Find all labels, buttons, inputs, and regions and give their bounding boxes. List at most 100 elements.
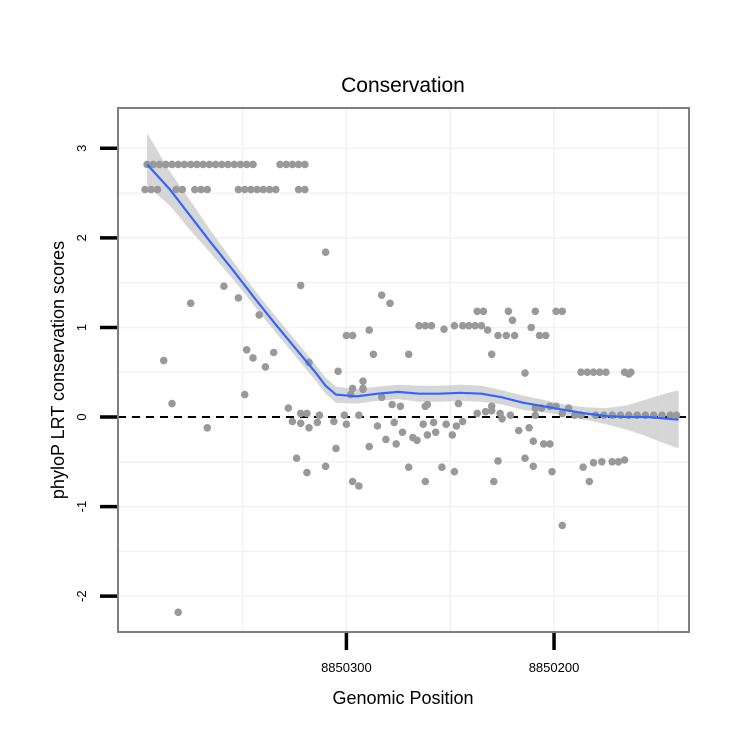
data-point-146 — [419, 420, 428, 429]
data-point-42 — [220, 282, 228, 291]
data-point-140 — [305, 424, 313, 432]
data-point-34 — [253, 185, 261, 194]
data-point-6 — [180, 160, 189, 169]
x-tick-label-8850200: 8850200 — [529, 660, 580, 675]
data-point-28 — [191, 185, 199, 194]
data-point-31 — [234, 185, 243, 194]
data-point-59 — [465, 321, 473, 330]
data-point-84 — [577, 368, 585, 377]
y-tick-label--1: -1 — [74, 501, 89, 513]
data-point-15 — [236, 160, 245, 169]
data-point-74 — [242, 346, 251, 354]
data-point-49 — [479, 307, 488, 316]
data-point-138 — [288, 417, 297, 426]
data-point-26 — [172, 185, 180, 194]
data-point-168 — [292, 454, 301, 463]
data-point-33 — [247, 185, 255, 194]
data-point-182 — [620, 456, 629, 464]
data-point-68 — [510, 331, 519, 340]
data-point-83 — [334, 367, 342, 376]
data-point-63 — [440, 325, 448, 334]
data-point-161 — [423, 431, 432, 439]
data-point-60 — [471, 321, 479, 330]
data-point-24 — [147, 185, 155, 194]
data-point-176 — [548, 467, 556, 476]
data-point-125 — [571, 411, 579, 420]
data-point-164 — [365, 442, 374, 451]
data-point-142 — [330, 417, 338, 426]
data-points — [141, 160, 681, 617]
panel-border — [117, 107, 690, 633]
data-point-158 — [529, 437, 538, 446]
data-point-106 — [168, 399, 176, 408]
data-point-73 — [508, 316, 517, 325]
data-point-40 — [321, 248, 330, 256]
data-point-156 — [203, 424, 212, 432]
data-point-67 — [502, 331, 511, 340]
data-point-3 — [162, 160, 170, 169]
data-point-94 — [348, 384, 357, 393]
data-point-76 — [249, 354, 257, 362]
data-point-123 — [506, 411, 515, 420]
data-point-29 — [197, 185, 205, 194]
data-point-91 — [521, 369, 529, 377]
data-point-22 — [301, 160, 309, 169]
data-point-66 — [494, 331, 502, 340]
data-point-13 — [224, 160, 232, 169]
data-point-181 — [614, 458, 623, 466]
data-point-17 — [249, 160, 257, 169]
data-point-55 — [421, 321, 430, 330]
data-point-136 — [666, 411, 675, 420]
data-point-10 — [205, 160, 214, 169]
data-point-1 — [149, 160, 158, 169]
data-point-137 — [672, 411, 681, 420]
data-point-165 — [332, 444, 340, 453]
data-point-50 — [504, 307, 513, 316]
data-point-186 — [585, 477, 594, 486]
y-axis-title: phyloP LRT conservation scores — [48, 241, 68, 499]
data-point-163 — [392, 440, 401, 448]
data-point-116 — [303, 409, 311, 418]
y-tick-label-3: 3 — [74, 145, 89, 152]
data-point-52 — [558, 307, 567, 316]
data-point-7 — [186, 160, 195, 169]
data-point-174 — [521, 454, 529, 463]
data-point-18 — [276, 160, 284, 169]
data-point-32 — [240, 185, 249, 194]
data-point-27 — [178, 185, 187, 194]
data-point-38 — [294, 185, 303, 194]
data-point-77 — [369, 350, 378, 359]
data-point-189 — [558, 521, 567, 530]
data-point-81 — [261, 363, 270, 371]
data-point-2 — [155, 160, 164, 169]
data-point-65 — [483, 326, 492, 334]
data-point-46 — [386, 299, 394, 308]
data-point-117 — [315, 411, 324, 420]
data-point-14 — [230, 160, 239, 169]
confidence-ribbon — [147, 133, 679, 449]
data-point-148 — [442, 420, 450, 429]
data-point-184 — [421, 477, 430, 486]
y-axis: 3 2 1 0 -1 -2 — [74, 145, 117, 602]
data-point-51 — [552, 307, 560, 316]
x-axis: 8850300 8850200 — [321, 633, 579, 675]
data-point-4 — [168, 160, 176, 169]
data-point-39 — [301, 185, 309, 194]
data-point-58 — [458, 321, 467, 330]
data-point-169 — [321, 462, 330, 471]
data-point-75 — [269, 348, 278, 357]
data-point-11 — [211, 160, 220, 169]
data-point-175 — [529, 462, 538, 471]
data-point-114 — [558, 409, 567, 418]
data-point-64 — [365, 326, 374, 334]
data-point-12 — [218, 160, 226, 169]
data-point-171 — [438, 463, 446, 472]
data-point-154 — [448, 431, 457, 439]
data-point-71 — [342, 331, 351, 340]
data-point-9 — [199, 160, 207, 169]
data-point-72 — [348, 331, 357, 340]
data-point-108 — [487, 407, 496, 415]
data-point-177 — [579, 463, 587, 472]
data-point-44 — [234, 294, 243, 302]
